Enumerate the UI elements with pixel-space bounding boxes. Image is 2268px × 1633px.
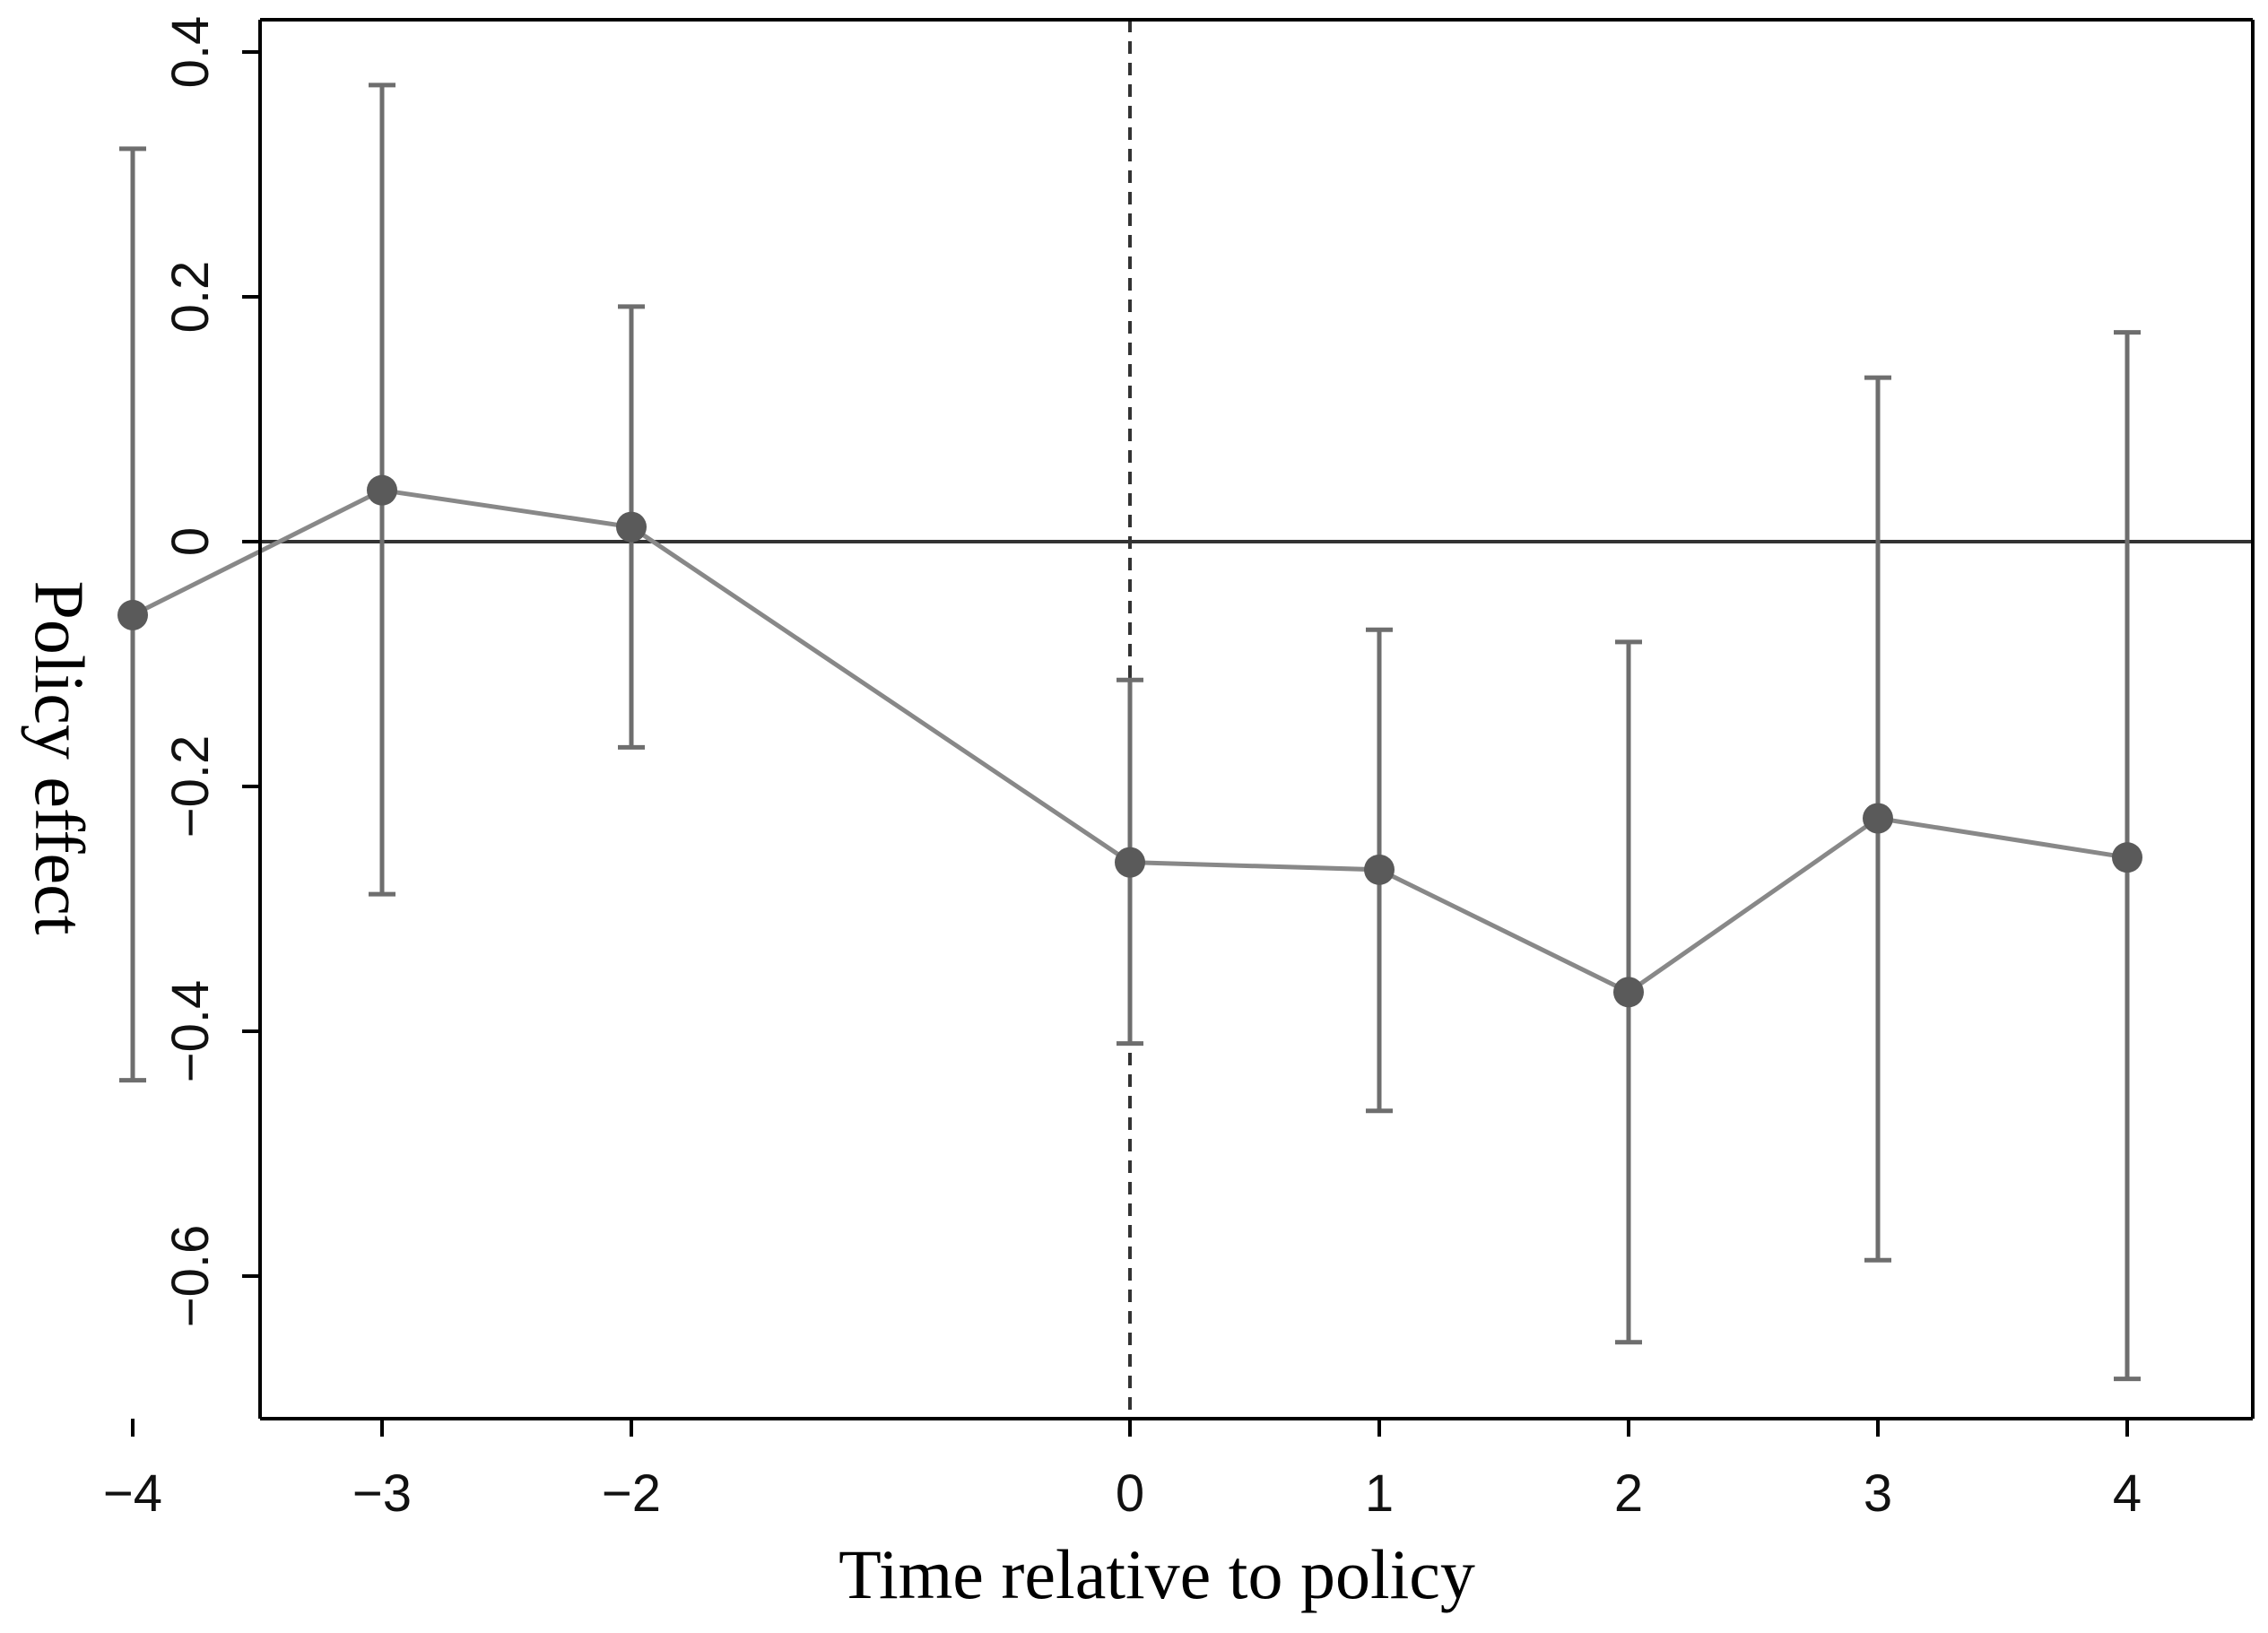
series-polyline <box>131 488 2128 995</box>
x-tick-label: 3 <box>1864 1464 1892 1523</box>
series-line <box>131 488 2128 995</box>
axis-ticks: 0.4 0.2 0 −0.2 −0.4 −0.6 −4 −3 −2 0 1 2 3 4 <box>103 16 2142 1523</box>
reference-lines <box>260 20 2253 1419</box>
x-axis-title: Time relative to policy <box>839 1535 1475 1613</box>
y-tick-label: 0 <box>161 527 220 556</box>
x-tick-label: −4 <box>103 1464 162 1523</box>
y-tick-label: 0.4 <box>161 16 220 89</box>
y-tick-label: 0.2 <box>161 261 220 334</box>
data-point <box>2112 842 2142 873</box>
y-axis-title: Policy effect <box>21 581 99 935</box>
data-point <box>1863 803 1893 834</box>
x-tick-label: −2 <box>602 1464 661 1523</box>
x-tick-label: −3 <box>352 1464 412 1523</box>
x-tick-label: 1 <box>1365 1464 1394 1523</box>
data-point <box>616 511 647 543</box>
y-tick-label: −0.2 <box>161 735 220 838</box>
x-tick-label: 2 <box>1614 1464 1643 1523</box>
data-point <box>1613 977 1644 1008</box>
data-point <box>367 474 397 506</box>
data-points <box>117 474 2142 1008</box>
data-point <box>1364 854 1395 885</box>
data-point <box>1115 847 1145 878</box>
x-tick-label: 4 <box>2113 1464 2142 1523</box>
x-tick-label: 0 <box>1116 1464 1144 1523</box>
y-tick-label: −0.6 <box>161 1225 220 1328</box>
plot-frame <box>258 18 2255 1420</box>
data-point <box>117 599 148 630</box>
y-tick-label: −0.4 <box>161 980 220 1083</box>
